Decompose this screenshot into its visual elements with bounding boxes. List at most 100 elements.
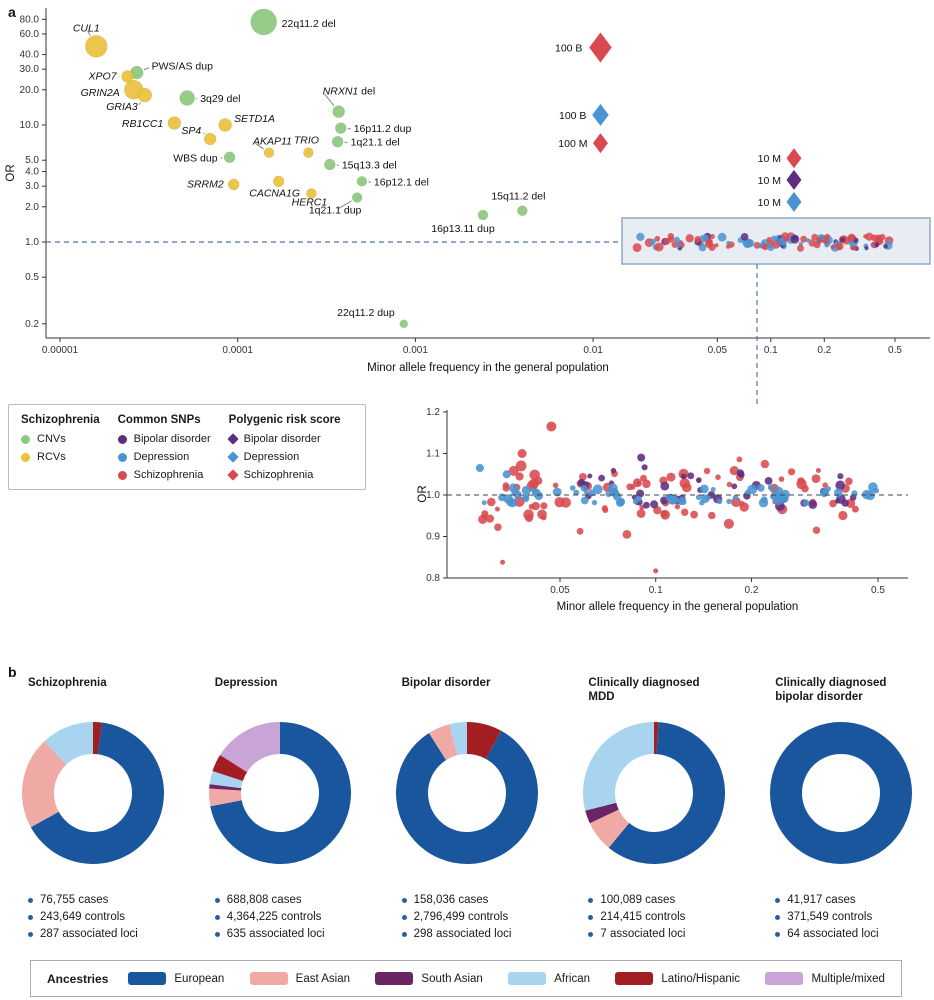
- stat-text: 158,036 cases: [413, 894, 489, 906]
- snp-point: [698, 243, 707, 252]
- variant-point: [356, 176, 368, 187]
- ancestry-donut-charts: Schizophrenia 76,755 cases 243,649 control…: [0, 676, 934, 940]
- legend-header: Polygenic risk score: [228, 414, 341, 426]
- stat-line: 64 associated loci: [775, 928, 934, 940]
- ancestry-legend: Ancestries European East Asian South Asian…: [30, 960, 902, 997]
- point-label: SP4: [181, 125, 201, 137]
- snp-point: [758, 498, 769, 508]
- donut-slice: [93, 722, 103, 755]
- series-cnvs: 22q11.2 del PWS/AS dup 3q29 del NRXN1 del 16…: [129, 8, 545, 329]
- legend-label: CNVs: [37, 433, 66, 445]
- variant-point: [218, 118, 232, 132]
- inset-x-tick-label: 0.2: [744, 585, 758, 596]
- snp-point: [717, 232, 727, 242]
- stat-text: 7 associated loci: [600, 928, 686, 940]
- snp-point: [508, 483, 518, 493]
- inset-cloud-schizophrenia: [478, 456, 859, 539]
- snp-point: [663, 237, 671, 245]
- snp-point: [601, 505, 608, 512]
- snp-point: [816, 237, 823, 243]
- stat-text: 298 associated loci: [413, 928, 512, 940]
- point-label: 100 M: [558, 138, 587, 150]
- donut-stats: 688,808 cases 4,364,225 controls 635 assoc…: [214, 894, 374, 940]
- donut-card: Schizophrenia 76,755 cases 243,649 control…: [0, 676, 187, 940]
- main-x-tick-label: 0.2: [817, 345, 831, 356]
- snp-point: [746, 239, 755, 248]
- point-label: GRIN2A: [81, 87, 120, 99]
- snp-point: [879, 233, 886, 241]
- ancestry-item: Latino/Hispanic: [615, 972, 740, 985]
- snp-point: [851, 505, 859, 513]
- snp-point: [654, 242, 664, 252]
- snp-point: [812, 526, 821, 534]
- snp-point: [731, 483, 738, 490]
- snp-point: [587, 473, 593, 479]
- donut-title-line: Clinically diagnosed: [775, 677, 887, 689]
- point-label: XPO7: [88, 70, 118, 82]
- snp-point: [829, 499, 837, 508]
- snp-point: [580, 496, 589, 505]
- snp-point: [762, 243, 769, 251]
- inset-y-tick-label: 1.1: [426, 449, 440, 460]
- main-y-tick-label: 30.0: [20, 64, 40, 75]
- main-y-tick-label: 10.0: [20, 120, 40, 131]
- donut-slice: [209, 771, 244, 789]
- snp-point: [546, 421, 557, 432]
- main-y-tick-label: 60.0: [20, 29, 40, 40]
- main-y-tick-label: 80.0: [20, 14, 40, 25]
- snp-point: [552, 487, 562, 497]
- donut-title-line: Depression: [214, 677, 278, 689]
- stat-line: 100,089 cases: [588, 894, 747, 906]
- snp-point: [699, 484, 709, 494]
- snp-point: [736, 456, 743, 463]
- circle-marker-icon: [117, 470, 127, 480]
- snp-point: [528, 503, 535, 510]
- snp-point: [846, 498, 856, 508]
- snp-point: [837, 473, 844, 480]
- snp-point: [668, 496, 677, 505]
- legend-item: Schizophrenia: [117, 469, 211, 481]
- inset-cloud-depression: [481, 482, 879, 508]
- stat-text: 41,917 cases: [787, 894, 856, 906]
- panel-a-plot: 0.00001 0.0001 0.001 0.01 0.05 0.1 0.2 0.50.20.…: [5, 8, 931, 613]
- donut-stats: 76,755 cases 243,649 controls 287 associat…: [28, 894, 187, 940]
- variant-point: [334, 122, 347, 134]
- donut-card: Bipolar disorder 158,036 cases 2,796,499 c…: [374, 676, 561, 940]
- snp-point: [666, 472, 676, 482]
- ancestry-item: European: [128, 972, 224, 985]
- panel-a-legend: Schizophrenia CNVs RCVs Common SNPs Bipolar …: [8, 404, 366, 490]
- legend-item: CNVs: [21, 433, 100, 445]
- snp-point: [654, 235, 661, 242]
- common-snp-strip-cloud: [632, 232, 894, 253]
- legend-item: RCVs: [21, 451, 100, 463]
- variant-point: [179, 90, 195, 106]
- variant-point: [351, 192, 363, 203]
- stat-line: 41,917 cases: [775, 894, 934, 906]
- snp-point: [583, 489, 589, 495]
- circle-marker-icon: [117, 434, 127, 444]
- legend-column: Schizophrenia CNVs RCVs: [21, 414, 100, 480]
- point-label: NRXN1 del: [323, 86, 376, 98]
- snp-point: [783, 237, 789, 243]
- ancestry-legend-title: Ancestries: [47, 971, 109, 986]
- snp-point: [709, 233, 715, 240]
- label-leader-line: [143, 67, 150, 71]
- circle-marker-icon: [21, 434, 30, 444]
- donut-stats: 158,036 cases 2,796,499 controls 298 assoc…: [401, 894, 561, 940]
- point-label: 100 B: [559, 110, 586, 122]
- snp-point: [636, 232, 645, 241]
- snp-point: [592, 484, 603, 495]
- variant-point: [85, 35, 108, 58]
- snp-point: [605, 490, 612, 497]
- legend-column: Polygenic risk score Bipolar disorder Depr…: [226, 414, 341, 481]
- snp-point: [758, 244, 763, 249]
- point-label: 15q11.2 del: [491, 191, 545, 203]
- snp-point: [573, 489, 580, 496]
- snp-point: [502, 482, 510, 489]
- legend-label: Bipolar disorder: [243, 433, 321, 445]
- snp-point: [771, 235, 777, 242]
- snp-point: [797, 244, 804, 252]
- ancestry-swatch: [249, 972, 288, 985]
- donut-slice: [653, 722, 659, 755]
- snp-point: [529, 469, 540, 481]
